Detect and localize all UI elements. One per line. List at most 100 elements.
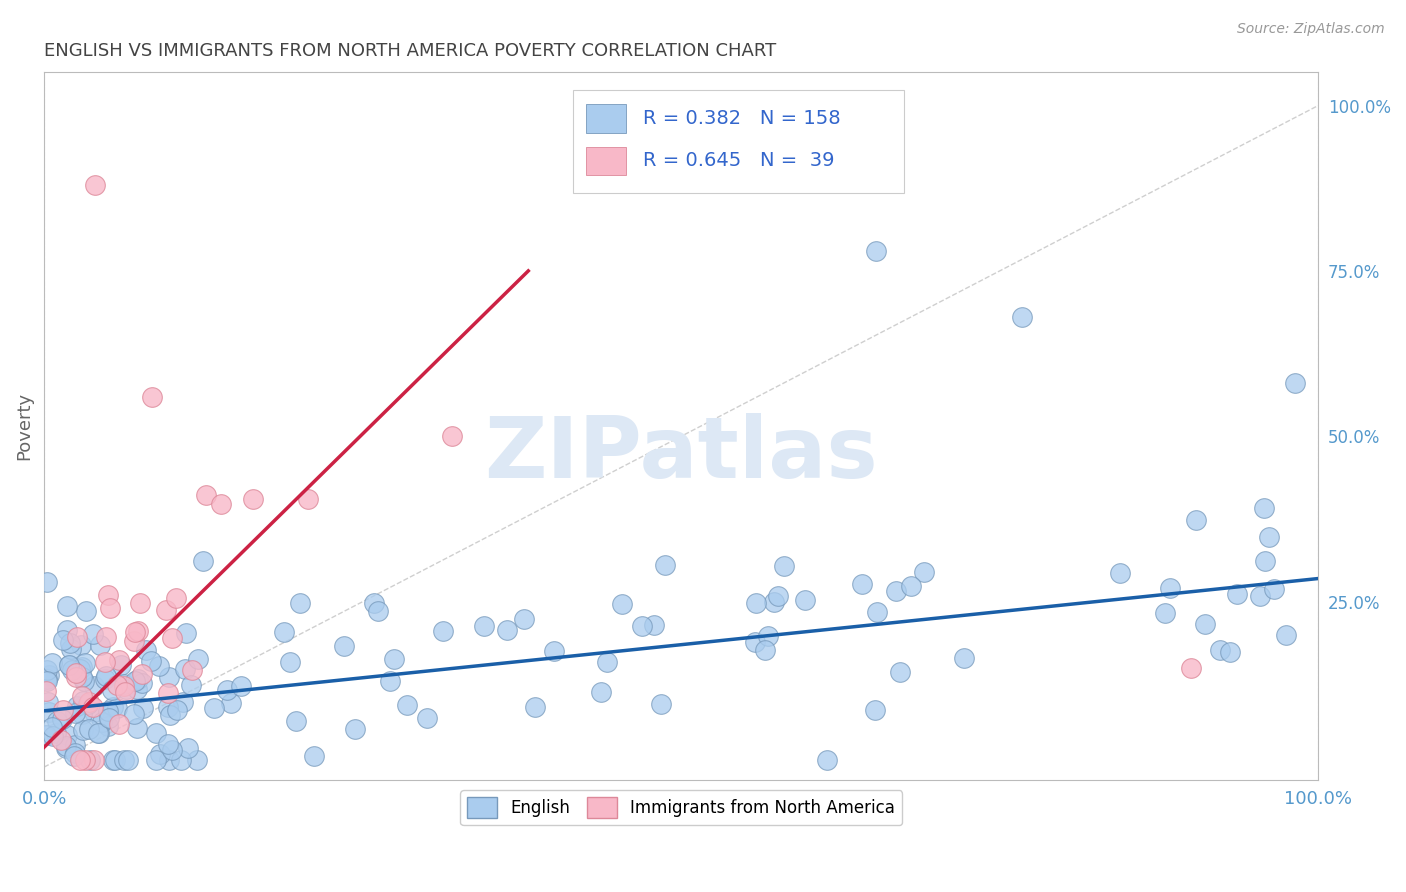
Text: ENGLISH VS IMMIGRANTS FROM NORTH AMERICA POVERTY CORRELATION CHART: ENGLISH VS IMMIGRANTS FROM NORTH AMERICA… [44, 42, 776, 60]
Point [209, 497, 232, 511]
Point [145, 754, 167, 768]
Point [35, 728, 58, 742]
Point [104, 754, 127, 768]
Point [55, 739, 77, 754]
Point [1209, 642, 1232, 657]
Point [166, 703, 188, 717]
Point [122, 633, 145, 648]
Point [432, 624, 454, 639]
Point [38, 706, 60, 720]
Text: ZIPatlas: ZIPatlas [484, 413, 879, 496]
Point [52, 633, 75, 648]
Point [70, 660, 93, 674]
Point [1109, 566, 1132, 581]
Point [863, 703, 886, 717]
Point [46, 714, 69, 728]
Point [89, 638, 111, 652]
Point [127, 624, 149, 638]
Point [1263, 582, 1285, 596]
Point [56, 728, 79, 742]
Point [35, 574, 58, 589]
Point [1154, 606, 1177, 620]
Point [202, 700, 225, 714]
Point [112, 679, 135, 693]
Point [65, 670, 87, 684]
Point [145, 726, 167, 740]
Point [37, 695, 59, 709]
Point [105, 678, 128, 692]
Point [524, 700, 547, 714]
Point [117, 754, 139, 768]
Point [278, 655, 301, 669]
Point [97, 588, 120, 602]
Point [35, 684, 58, 698]
Point [73, 673, 96, 688]
Point [63, 748, 86, 763]
Point [766, 589, 789, 603]
Point [156, 699, 179, 714]
Point [1284, 376, 1306, 391]
Point [105, 701, 128, 715]
Point [66, 630, 89, 644]
Point [69, 662, 91, 676]
Point [174, 662, 197, 676]
Point [157, 686, 180, 700]
Point [159, 708, 181, 723]
Point [219, 696, 242, 710]
Point [70, 706, 93, 721]
Point [82, 627, 104, 641]
Point [160, 631, 183, 645]
Point [60, 663, 83, 677]
Point [70, 689, 93, 703]
Point [82, 699, 104, 714]
Point [51, 713, 73, 727]
Point [98, 601, 121, 615]
Point [101, 699, 124, 714]
Point [35, 672, 58, 686]
Point [124, 674, 146, 689]
Point [59, 636, 82, 650]
Point [122, 707, 145, 722]
Point [187, 652, 209, 666]
Point [654, 558, 676, 572]
Point [83, 705, 105, 719]
Point [186, 754, 208, 768]
Point [139, 654, 162, 668]
Point [496, 623, 519, 637]
Point [242, 491, 264, 506]
Point [83, 679, 105, 693]
Point [157, 737, 180, 751]
Point [65, 665, 87, 680]
Point [1219, 645, 1241, 659]
Point [900, 579, 922, 593]
Point [128, 596, 150, 610]
Point [58, 658, 80, 673]
Point [77, 722, 100, 736]
Point [363, 596, 385, 610]
Point [886, 584, 908, 599]
Point [41, 720, 63, 734]
Point [60, 641, 83, 656]
Point [1226, 587, 1249, 601]
Point [141, 390, 163, 404]
Point [79, 694, 101, 708]
Point [41, 657, 63, 671]
Point [754, 643, 776, 657]
Point [794, 593, 817, 607]
Point [108, 653, 131, 667]
Point [131, 666, 153, 681]
Point [596, 655, 619, 669]
Point [1253, 500, 1275, 515]
Point [745, 596, 768, 610]
Point [75, 656, 97, 670]
Point [52, 703, 75, 717]
Point [1011, 310, 1033, 325]
FancyBboxPatch shape [586, 147, 627, 175]
Point [380, 673, 402, 688]
Point [77, 697, 100, 711]
Point [87, 726, 110, 740]
Point [912, 566, 935, 580]
Point [45, 726, 67, 740]
Point [165, 591, 187, 606]
Point [643, 618, 665, 632]
